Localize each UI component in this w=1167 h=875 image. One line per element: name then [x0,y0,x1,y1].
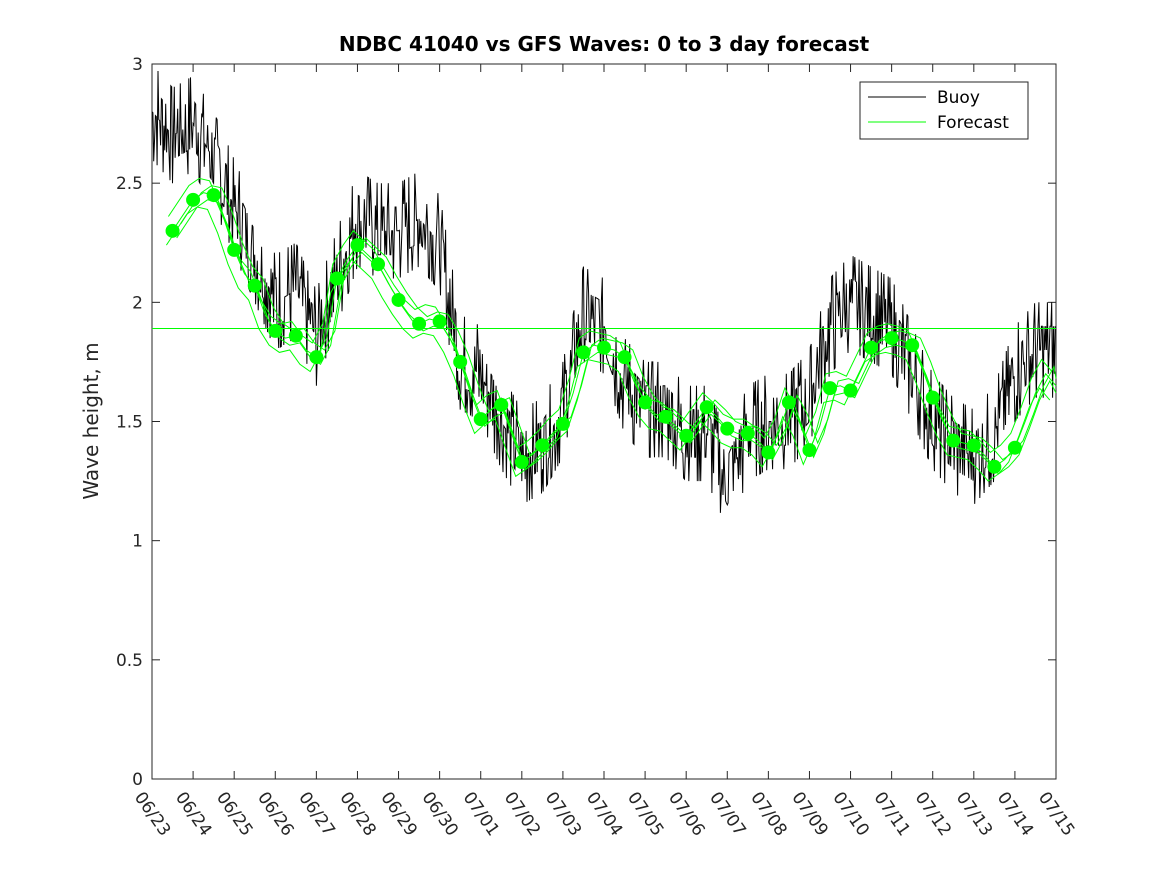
forecast-point [966,438,981,453]
forecast-point [350,238,365,253]
forecast-point [679,428,694,443]
axes-box [151,63,1057,780]
forecast-point [309,350,324,365]
forecast-point [206,188,221,203]
plot-area: 06/2306/2406/2506/2606/2706/2806/2906/30… [116,55,1078,840]
forecast-point [412,316,427,331]
forecast-point [555,416,570,431]
y-tick-label: 2.5 [116,174,143,194]
forecast-point [535,438,550,453]
forecast-point [165,223,180,238]
forecast-point [617,350,632,365]
y-tick-label: 1.5 [116,413,143,433]
forecast-point [247,278,262,293]
y-tick-label: 3 [132,55,143,75]
forecast-point [823,381,837,396]
chart-title: NDBC 41040 vs GFS Waves: 0 to 3 day fore… [339,32,870,56]
y-tick-label: 2 [132,293,143,313]
legend-label-buoy: Buoy [937,88,980,108]
forecast-point [946,433,961,448]
forecast-point [802,443,817,458]
forecast-point [761,445,776,460]
forecast-point [884,331,899,346]
forecast-point [781,395,796,410]
forecast-series-line [180,185,1057,461]
forecast-point [514,455,529,470]
forecast-series-line [167,177,1053,454]
forecast-point [576,345,591,360]
forecast-point [720,421,735,436]
forecast-point [864,340,879,355]
forecast-point [453,354,468,369]
y-tick-label: 0.5 [116,651,143,671]
y-axis-label: Wave height, m [79,342,103,499]
forecast-series-line [165,206,1051,482]
forecast-point [638,395,653,410]
forecast-point [699,400,714,415]
legend: Buoy Forecast [859,81,1029,140]
forecast-point [227,242,242,257]
forecast-point [987,459,1002,474]
legend-box [859,81,1029,140]
y-tick-label: 1 [132,532,143,552]
legend-label-forecast: Forecast [937,113,1009,133]
forecast-point [597,340,611,355]
forecast-point [1007,440,1022,455]
forecast-point [905,338,920,353]
forecast-point [268,323,283,338]
forecast-point [925,390,940,405]
forecast-point [658,409,673,424]
forecast-point [391,292,406,307]
forecast-point [473,412,488,427]
forecast-point [432,314,447,329]
forecast-point [843,383,858,398]
forecast-point [186,192,201,207]
forecast-point [494,397,509,412]
forecast-point [288,328,303,343]
forecast-point [371,257,385,272]
forecast-point [740,426,755,441]
y-tick-label: 0 [132,770,143,790]
forecast-point [329,271,344,286]
